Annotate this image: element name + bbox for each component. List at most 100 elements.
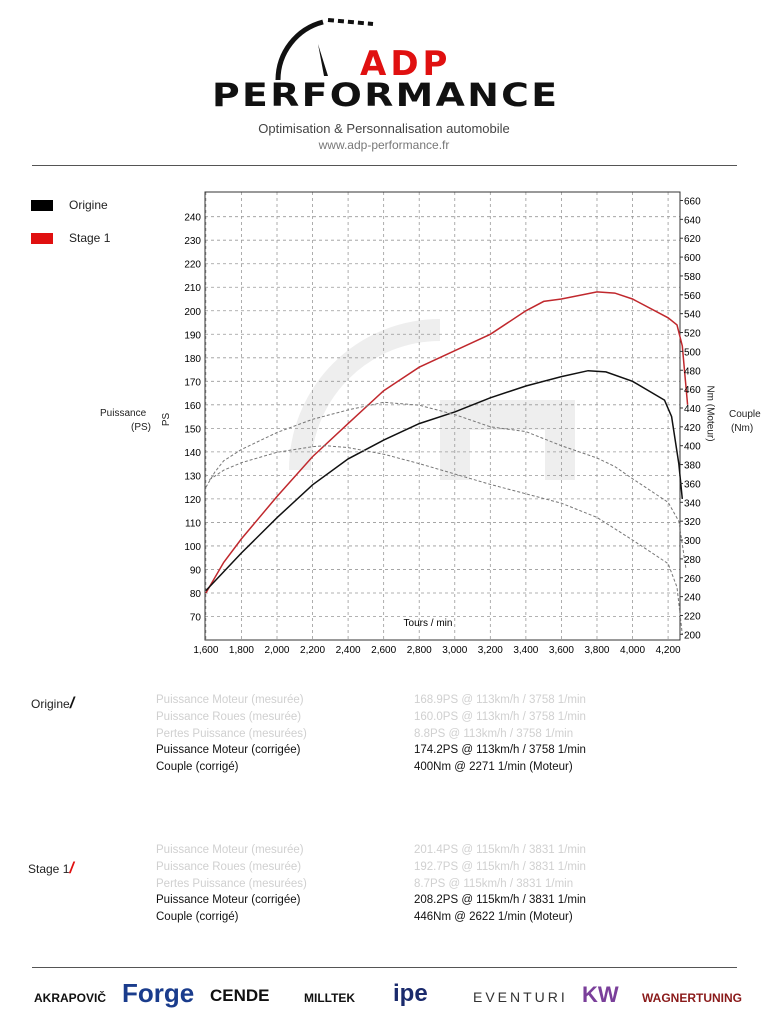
result-name: Pertes Puissance (mesurées) bbox=[156, 877, 307, 890]
x-tick-label: 4,200 bbox=[656, 645, 681, 656]
y2-tick-label: 460 bbox=[684, 385, 701, 396]
result-name: Couple (corrigé) bbox=[156, 761, 239, 774]
y2-tick-label: 540 bbox=[684, 310, 701, 321]
power-curve-stage1 bbox=[205, 291, 689, 594]
plot-frame bbox=[204, 191, 681, 641]
y2-tick-label: 380 bbox=[684, 461, 701, 472]
result-value: 168.9PS @ 113km/h / 3758 1/min bbox=[414, 694, 586, 706]
website-url: www.adp-performance.fr bbox=[318, 138, 450, 152]
x-axis-title: Tours / min bbox=[404, 618, 453, 629]
result-value: 446Nm @ 2622 1/min (Moteur) bbox=[414, 911, 573, 924]
brand-logo: Forge bbox=[122, 978, 195, 1008]
y2-tick-label: 240 bbox=[684, 593, 701, 604]
x-tick-label: 2,200 bbox=[300, 645, 325, 656]
x-tick-label: 3,200 bbox=[478, 645, 503, 656]
y-tick-label: 210 bbox=[184, 283, 201, 294]
y2-tick-label: 660 bbox=[684, 196, 701, 207]
slash-mark: / bbox=[69, 860, 74, 877]
x-tick-label: 3,800 bbox=[584, 645, 609, 656]
y-tick-label: 110 bbox=[185, 518, 201, 529]
power-curve-origine bbox=[205, 369, 684, 592]
y-tick-label: 120 bbox=[184, 495, 201, 506]
logo: ADP PERFORMANCE bbox=[0, 0, 768, 114]
y-tick-label: 140 bbox=[184, 448, 201, 459]
right-outer-unit: (Nm) bbox=[731, 423, 754, 434]
x-tick-label: 1,600 bbox=[193, 645, 218, 656]
result-name: Couple (corrigé) bbox=[156, 911, 239, 924]
x-tick-label: 2,600 bbox=[371, 645, 396, 656]
y-tick-label: 90 bbox=[190, 565, 202, 576]
x-tick-label: 2,800 bbox=[407, 645, 432, 656]
result-value: 208.2PS @ 115km/h / 3831 1/min bbox=[414, 894, 586, 907]
legend-swatch-origine bbox=[31, 200, 53, 211]
y2-tick-label: 360 bbox=[684, 479, 701, 490]
y-tick-label: 230 bbox=[184, 236, 201, 247]
legend-label-origine: Origine bbox=[69, 198, 108, 212]
torque-curve-stage1 bbox=[205, 401, 687, 569]
result-value: 8.8PS @ 113km/h / 3758 1/min bbox=[414, 727, 574, 740]
y2-tick-label: 260 bbox=[684, 574, 701, 585]
y-tick-label: 160 bbox=[184, 401, 201, 412]
result-value: 192.7PS @ 115km/h / 3831 1/min bbox=[414, 860, 586, 873]
x-tick-label: 1,800 bbox=[229, 645, 254, 656]
left-outer-label: Puissance bbox=[100, 408, 147, 419]
y2-tick-label: 300 bbox=[684, 536, 701, 547]
result-name: Puissance Moteur (corrigée) bbox=[156, 744, 301, 757]
gauge-icon bbox=[275, 18, 374, 81]
brand-logo: ipe bbox=[393, 980, 428, 1007]
x-tick-label: 2,400 bbox=[336, 645, 361, 656]
y2-tick-label: 200 bbox=[684, 630, 701, 641]
torque-curve-origine bbox=[209, 445, 683, 635]
result-name: Puissance Moteur (mesurée) bbox=[156, 844, 304, 856]
tagline: Optimisation & Personnalisation automobi… bbox=[258, 121, 510, 136]
x-tick-label: 3,400 bbox=[513, 645, 538, 656]
y-tick-label: 200 bbox=[184, 307, 201, 318]
y2-tick-label: 620 bbox=[684, 234, 701, 245]
y-tick-label: 80 bbox=[190, 589, 202, 600]
legend-label-stage1: Stage 1 bbox=[69, 231, 111, 245]
result-value: 160.0PS @ 113km/h / 3758 1/min bbox=[414, 710, 586, 723]
dyno-chart: 1,600 1,800 2,000 2,200 2,400 2,600 2,800 3,000… bbox=[184, 191, 701, 656]
brand-logo: MILLTEK bbox=[304, 991, 356, 1005]
y2-tick-label: 500 bbox=[684, 347, 701, 358]
brand-logo: KW bbox=[582, 982, 619, 1007]
brand-logo: CENDE bbox=[210, 986, 270, 1005]
left-outer-unit: (PS) bbox=[131, 422, 151, 433]
slash-mark: / bbox=[69, 695, 75, 712]
logo-performance: PERFORMANCE bbox=[212, 76, 560, 114]
y2-tick-label: 560 bbox=[684, 291, 701, 302]
result-name: Puissance Roues (mesurée) bbox=[156, 860, 302, 873]
y2-tick-label: 600 bbox=[684, 253, 701, 264]
x-tick-label: 3,600 bbox=[549, 645, 574, 656]
y-tick-label: 70 bbox=[190, 612, 202, 623]
y-tick-label: 130 bbox=[184, 471, 201, 482]
y-tick-label: 240 bbox=[184, 213, 201, 224]
block-label-text: Stage 1 bbox=[28, 862, 70, 876]
y2-tick-label: 340 bbox=[684, 498, 701, 509]
x-tick-label: 2,000 bbox=[264, 645, 289, 656]
result-value: 8.7PS @ 115km/h / 3831 1/min bbox=[414, 877, 574, 890]
x-tick-label: 3,000 bbox=[442, 645, 467, 656]
y2-tick-label: 440 bbox=[684, 404, 701, 415]
y2-tick-label: 320 bbox=[684, 517, 701, 528]
result-block-label: Stage 1/ bbox=[28, 860, 74, 878]
y-tick-label: 180 bbox=[184, 354, 201, 365]
y-tick-label: 170 bbox=[184, 377, 201, 388]
y2-tick-label: 580 bbox=[684, 272, 701, 283]
y2-tick-label: 400 bbox=[684, 442, 701, 453]
result-value: 201.4PS @ 115km/h / 3831 1/min bbox=[414, 844, 586, 856]
result-value: 400Nm @ 2271 1/min (Moteur) bbox=[414, 761, 573, 774]
y2-tick-label: 220 bbox=[684, 611, 701, 622]
right-outer-label: Couple bbox=[729, 409, 761, 420]
y2-tick-label: 520 bbox=[684, 329, 701, 340]
result-name: Pertes Puissance (mesurées) bbox=[156, 727, 307, 740]
watermark-logo bbox=[289, 319, 575, 480]
y-tick-label: 220 bbox=[184, 260, 201, 271]
x-tick-label: 4,000 bbox=[620, 645, 645, 656]
result-name: Puissance Moteur (corrigée) bbox=[156, 894, 301, 907]
footer-divider bbox=[32, 967, 737, 968]
brand-logo: WAGNERTUNING bbox=[642, 991, 742, 1005]
block-label-text: Origine bbox=[31, 697, 70, 711]
y2-tick-label: 280 bbox=[684, 555, 701, 566]
y2-tick-label: 640 bbox=[684, 215, 701, 226]
